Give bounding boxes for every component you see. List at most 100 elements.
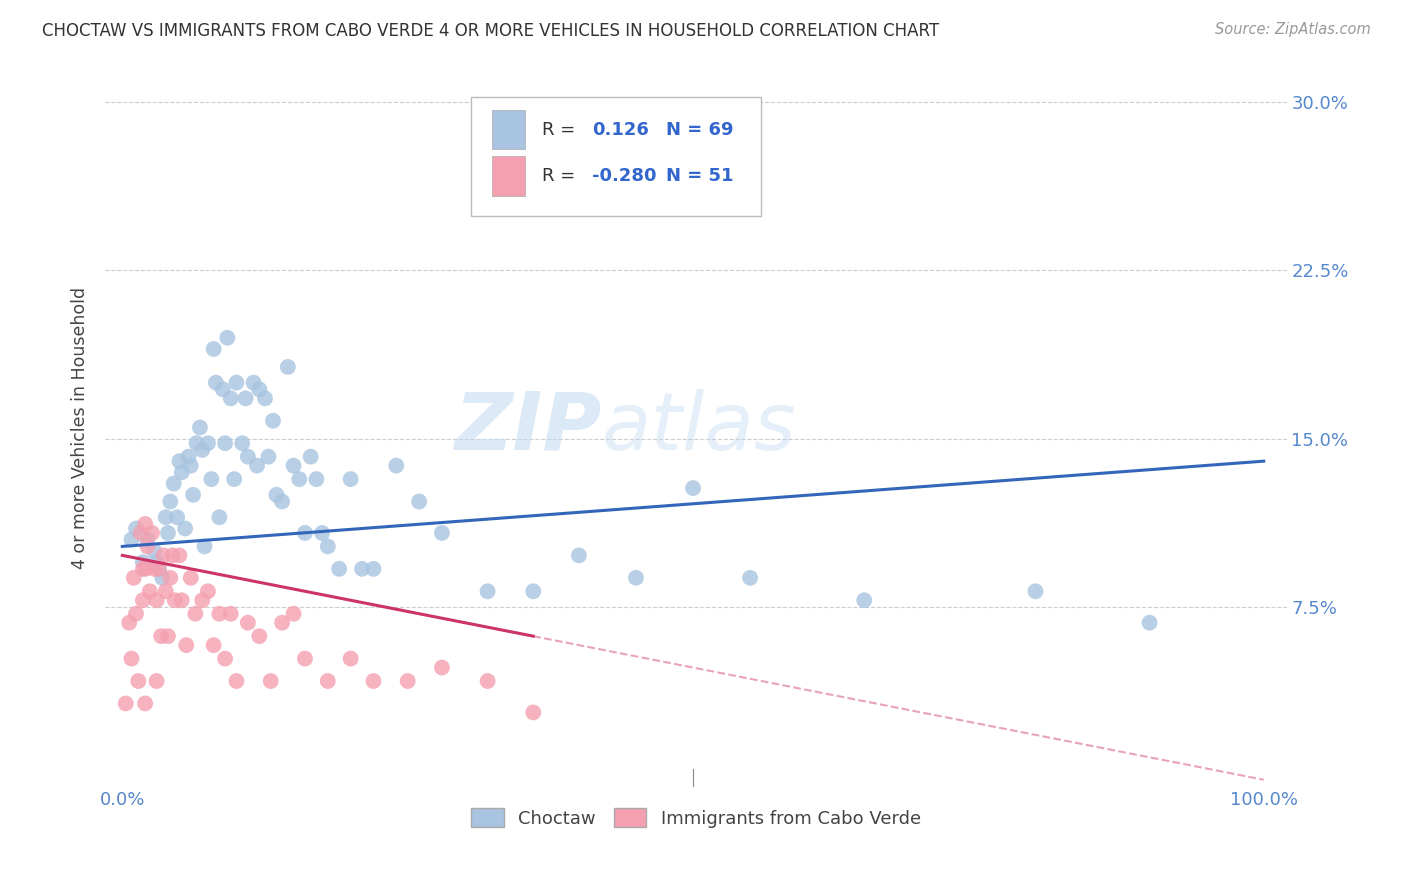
Point — [188, 420, 211, 434]
Point — [132, 593, 155, 607]
Point — [191, 593, 214, 607]
Text: -0.280: -0.280 — [592, 167, 657, 186]
Point — [145, 593, 167, 607]
Point — [430, 660, 453, 674]
Point — [193, 540, 215, 554]
Point — [262, 414, 284, 428]
Point — [152, 549, 174, 563]
Point — [294, 651, 316, 665]
Point — [350, 562, 373, 576]
Point — [214, 436, 236, 450]
Point — [127, 673, 149, 688]
Point — [145, 555, 167, 569]
Point — [191, 442, 214, 457]
Point — [159, 571, 181, 585]
Text: Source: ZipAtlas.com: Source: ZipAtlas.com — [1215, 22, 1371, 37]
Point — [155, 510, 177, 524]
Point — [143, 544, 166, 558]
Point — [180, 571, 202, 585]
Point — [271, 494, 294, 508]
Point — [214, 651, 236, 665]
Point — [208, 510, 231, 524]
Point — [247, 383, 270, 397]
Text: R =: R = — [543, 120, 575, 138]
Point — [169, 549, 191, 563]
Point — [299, 450, 322, 464]
Point — [231, 436, 253, 450]
Point — [224, 472, 246, 486]
Point — [150, 571, 173, 585]
Point — [219, 607, 242, 621]
Point — [136, 533, 159, 547]
Point — [305, 472, 328, 486]
Point — [477, 673, 499, 688]
Point — [385, 458, 408, 473]
Point — [211, 383, 233, 397]
Point — [162, 549, 184, 563]
Point — [283, 458, 305, 473]
Point — [740, 571, 762, 585]
Text: 0.126: 0.126 — [592, 120, 648, 138]
Point — [316, 540, 339, 554]
Point — [568, 549, 591, 563]
Text: R =: R = — [543, 167, 575, 186]
Point — [363, 562, 385, 576]
Point — [219, 392, 242, 406]
Point — [166, 510, 188, 524]
Point — [430, 525, 453, 540]
Point — [129, 525, 152, 540]
Point — [177, 450, 200, 464]
Point — [132, 562, 155, 576]
Point — [271, 615, 294, 630]
Point — [141, 525, 163, 540]
Point — [853, 593, 876, 607]
Point — [225, 376, 247, 390]
Point — [339, 651, 361, 665]
Legend: Choctaw, Immigrants from Cabo Verde: Choctaw, Immigrants from Cabo Verde — [464, 801, 928, 835]
Point — [522, 584, 544, 599]
Point — [235, 392, 257, 406]
Point — [246, 458, 269, 473]
Point — [163, 476, 186, 491]
Point — [163, 593, 186, 607]
Point — [277, 359, 299, 374]
Point — [202, 638, 225, 652]
Text: N = 51: N = 51 — [666, 167, 734, 186]
Point — [174, 638, 197, 652]
Point — [143, 562, 166, 576]
Point — [257, 450, 280, 464]
Point — [311, 525, 333, 540]
Point — [682, 481, 704, 495]
Point — [1024, 584, 1046, 599]
Point — [180, 458, 202, 473]
Point — [181, 488, 204, 502]
Point — [247, 629, 270, 643]
FancyBboxPatch shape — [471, 97, 761, 216]
Point — [184, 607, 207, 621]
Point — [266, 488, 288, 502]
Point — [132, 555, 155, 569]
Point — [1139, 615, 1161, 630]
Text: ZIP: ZIP — [454, 389, 602, 467]
Point — [236, 615, 259, 630]
Point — [174, 521, 197, 535]
Point — [134, 516, 156, 531]
FancyBboxPatch shape — [492, 156, 524, 196]
Point — [170, 593, 193, 607]
Point — [134, 697, 156, 711]
Point — [148, 562, 170, 576]
Point — [253, 392, 276, 406]
Point — [148, 562, 170, 576]
Point — [208, 607, 231, 621]
Point — [156, 629, 179, 643]
Point — [624, 571, 647, 585]
Point — [118, 615, 141, 630]
Point — [121, 533, 143, 547]
Point — [136, 540, 159, 554]
Point — [197, 584, 219, 599]
Point — [288, 472, 311, 486]
Point — [145, 673, 167, 688]
Point — [159, 494, 181, 508]
Point — [125, 607, 148, 621]
Point — [339, 472, 361, 486]
